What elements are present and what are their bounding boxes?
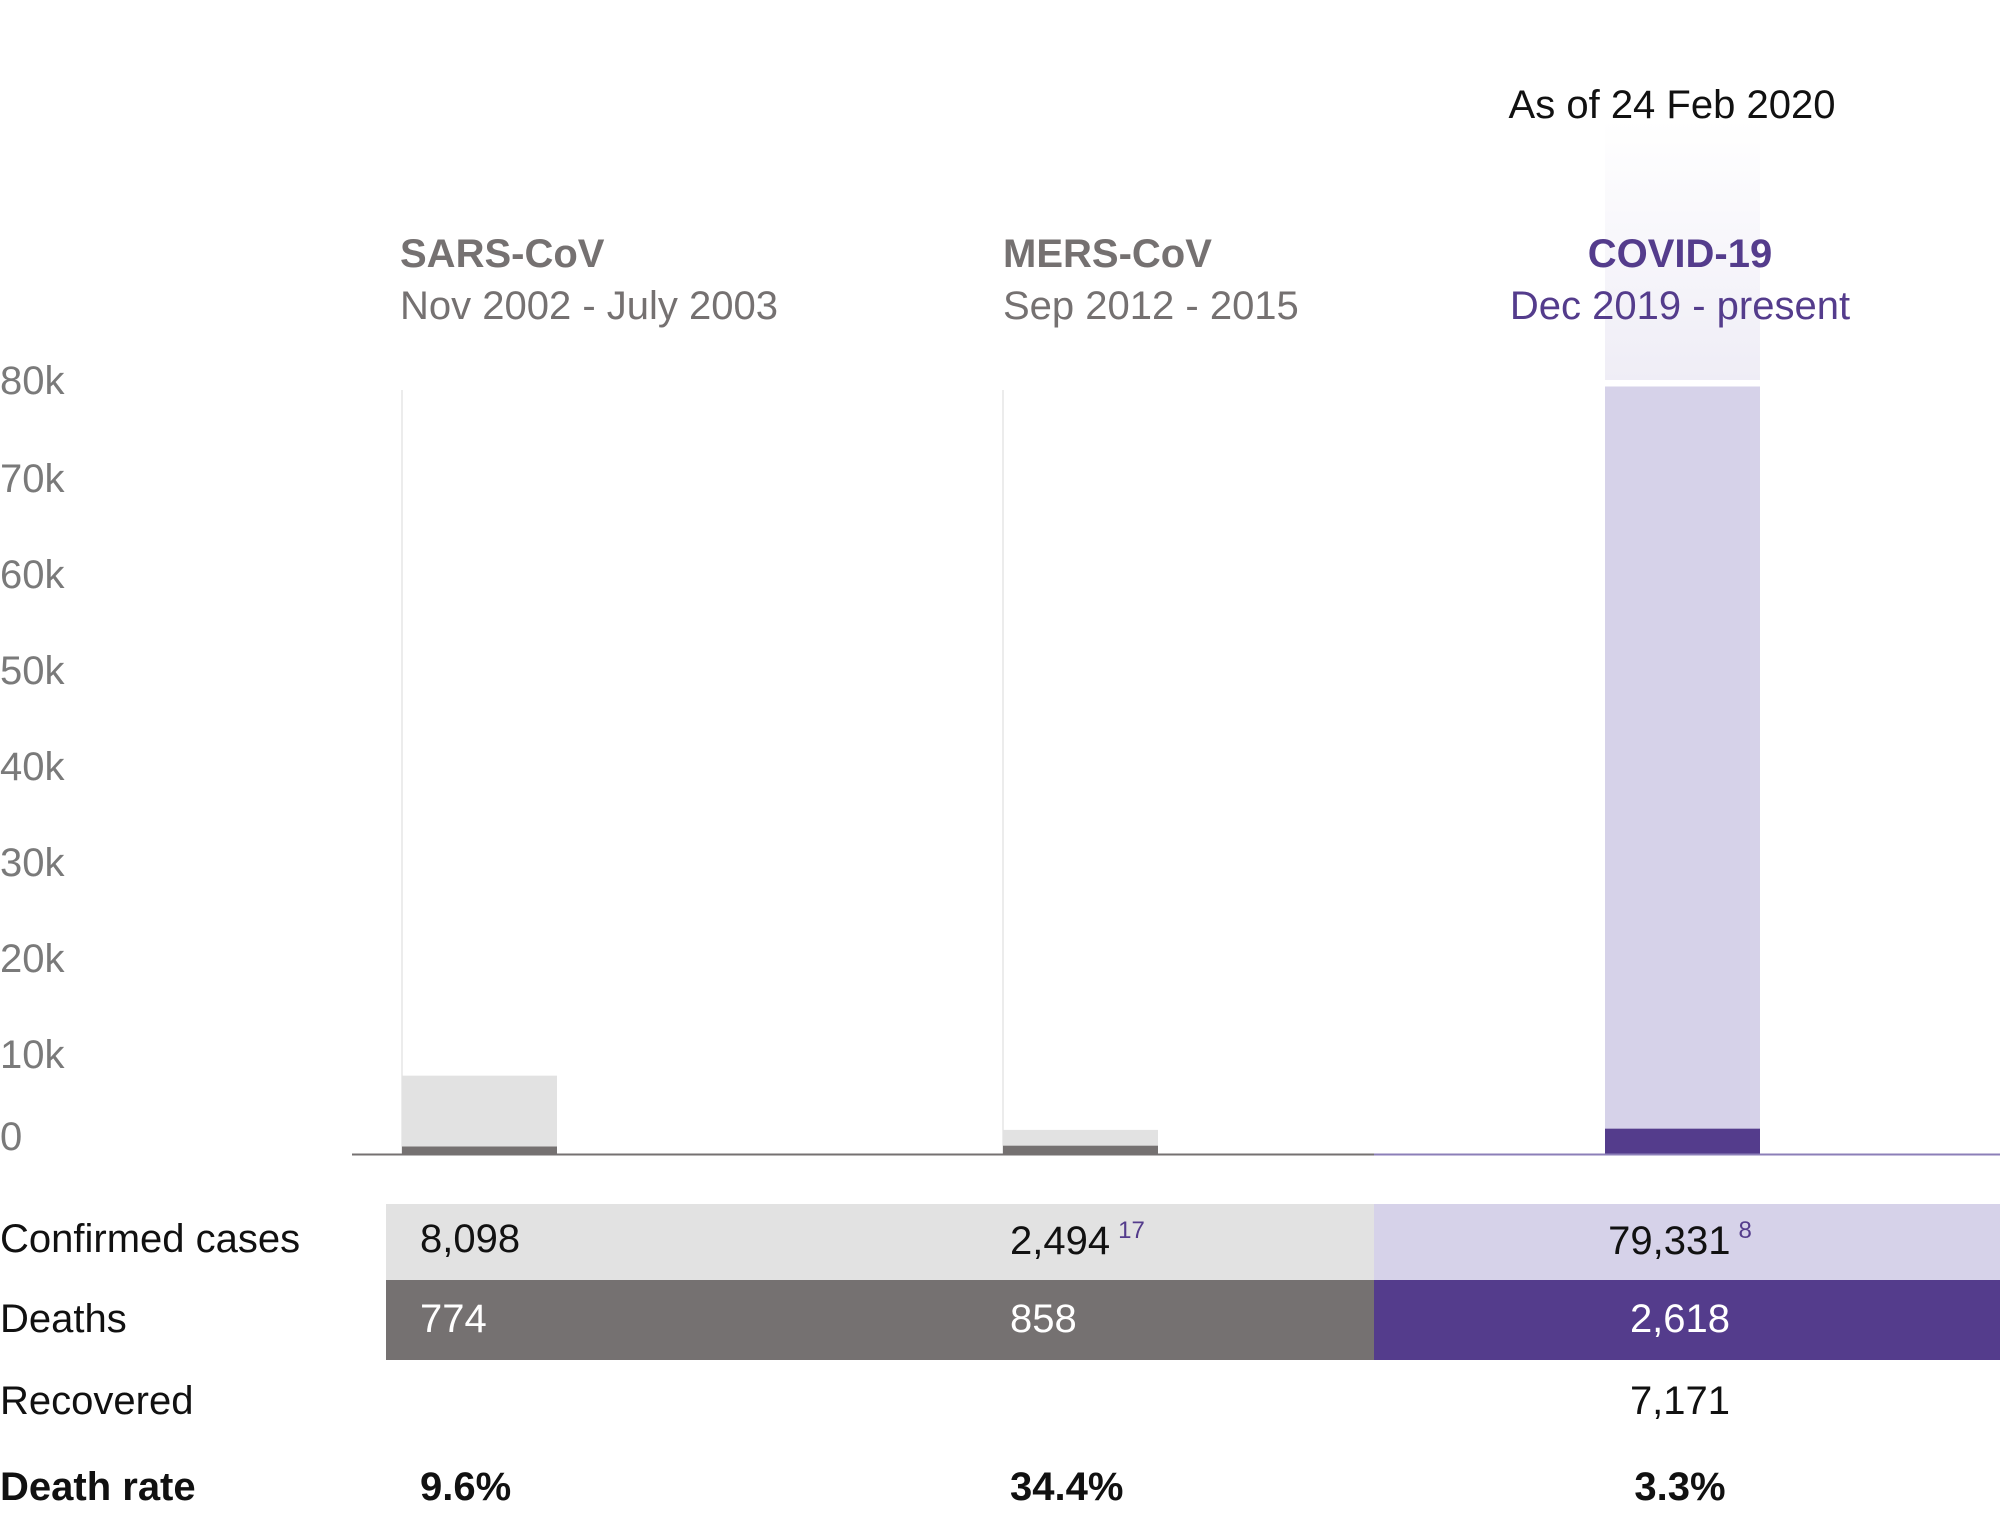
mers-confirmed-ref: 17: [1118, 1217, 1145, 1244]
covid-header: COVID-19 Dec 2019 - present: [1460, 228, 1900, 332]
covid-confirmed: 79,331 8: [1460, 1217, 1900, 1264]
covid-deaths-band: [1374, 1280, 2000, 1360]
y-tick-label: 80k: [0, 359, 65, 403]
row-label-deaths: Deaths: [0, 1297, 127, 1341]
as-of-date-label: As of 24 Feb 2020: [1509, 83, 1836, 127]
y-tick-label: 20k: [0, 937, 65, 981]
mers-header: MERS-CoV Sep 2012 - 2015: [1003, 228, 1299, 332]
y-tick-label: 10k: [0, 1033, 65, 1077]
sars-name: SARS-CoV: [400, 232, 605, 276]
covid-death-rate: 3.3%: [1634, 1465, 1726, 1509]
covid-name: COVID-19: [1587, 232, 1773, 276]
row-label-death-rate: Death rate: [0, 1465, 196, 1509]
mers-deaths-bar: [1003, 1145, 1158, 1154]
chart: 0 10k 20k 30k 40k 50k 60k 70k 80k As of 24 Feb 20…: [0, 83, 2000, 1159]
y-tick-label: 60k: [0, 553, 65, 597]
y-tick-label: 50k: [0, 649, 65, 693]
mers-deaths: 858: [1010, 1297, 1077, 1341]
covid-deaths-bar: [1605, 1128, 1760, 1154]
mers-period: Sep 2012 - 2015: [1003, 284, 1299, 328]
covid-recovered: 7,171: [1629, 1379, 1731, 1423]
sars-period: Nov 2002 - July 2003: [400, 284, 779, 328]
mers-name: MERS-CoV: [1003, 232, 1212, 276]
covid-confirmed-band: [1374, 1204, 2000, 1280]
sars-deaths: 774: [420, 1297, 487, 1341]
covid-confirmed-ref: 8: [1738, 1217, 1752, 1244]
y-tick-label: 70k: [0, 457, 65, 501]
covid-period: Dec 2019 - present: [1509, 284, 1851, 328]
sars-confirmed: 8,098: [420, 1217, 521, 1261]
sars-deaths-bar: [402, 1146, 557, 1154]
y-tick-label: 40k: [0, 745, 65, 789]
row-label-confirmed: Confirmed cases: [0, 1217, 301, 1261]
covid-highlight-fade: [1605, 120, 1760, 380]
covid-confirmed-value: 79,331: [1608, 1219, 1731, 1263]
row-label-recovered: Recovered: [0, 1379, 194, 1423]
sars-mers-deaths-band: [386, 1280, 1374, 1360]
sars-header: SARS-CoV Nov 2002 - July 2003: [400, 228, 778, 332]
mers-confirmed-value: 2,494: [1010, 1219, 1111, 1263]
sars-death-rate: 9.6%: [420, 1465, 512, 1509]
mers-death-rate: 34.4%: [1010, 1465, 1124, 1509]
mers-confirmed: 2,494 17: [1010, 1217, 1145, 1264]
covid-cases-bar: [1605, 386, 1760, 1155]
covid-deaths: 2,618: [1629, 1297, 1731, 1341]
sars-cases-bar: [402, 1075, 557, 1154]
y-tick-label: 0: [0, 1115, 22, 1159]
sars-mers-confirmed-band: [386, 1204, 1374, 1280]
y-tick-label: 30k: [0, 841, 65, 885]
